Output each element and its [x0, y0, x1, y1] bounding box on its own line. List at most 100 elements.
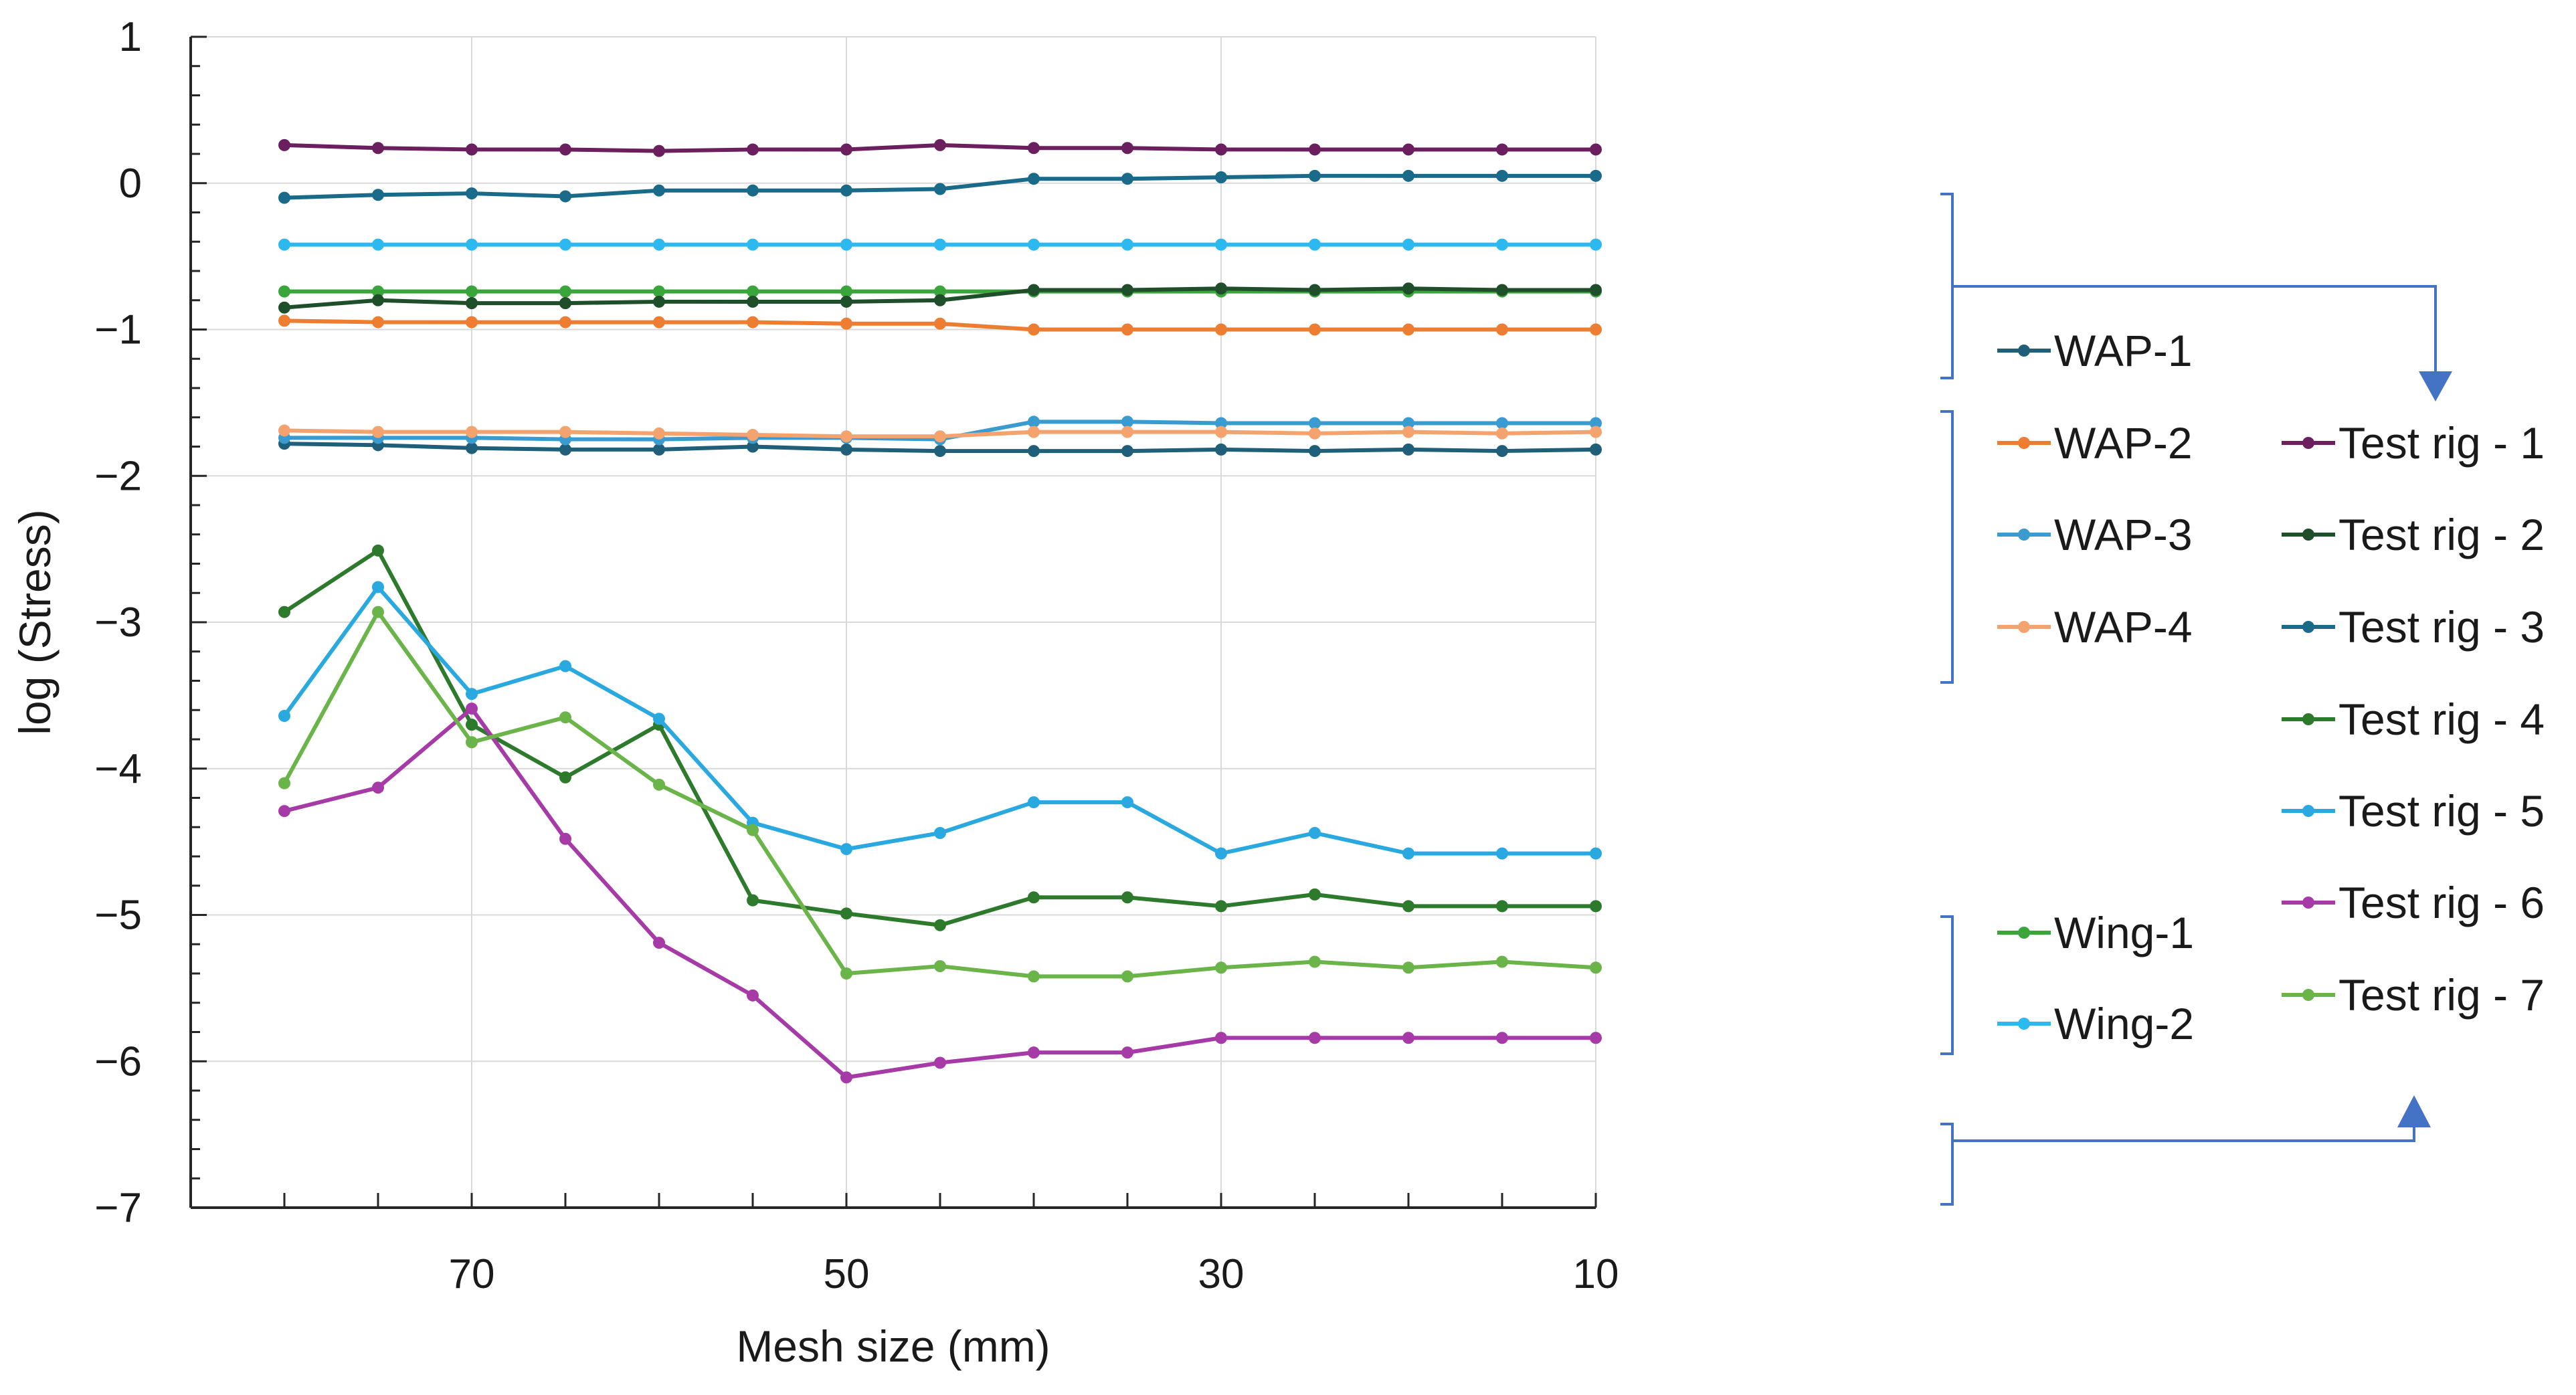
y-tick-label: −5	[94, 893, 142, 939]
series-test-rig-3	[278, 169, 1602, 204]
data-point	[1402, 900, 1414, 913]
y-tick-label: −1	[94, 307, 142, 353]
data-point	[840, 843, 852, 856]
data-point	[747, 238, 759, 251]
data-point	[466, 719, 478, 731]
connector-arrow-top	[1952, 285, 2437, 375]
data-point	[934, 919, 946, 931]
data-point	[278, 301, 290, 314]
data-point	[1309, 888, 1321, 901]
legend-bracket-test-rig-top	[1940, 915, 1954, 1055]
series-test-rig-6	[278, 703, 1602, 1084]
data-point	[372, 142, 384, 155]
data-point	[1309, 143, 1321, 156]
legend-item-wap-2: WAP-2	[1997, 418, 2193, 468]
legend-label: WAP-3	[2054, 510, 2193, 559]
series-layer	[278, 138, 1602, 1084]
data-point	[466, 442, 478, 454]
data-point	[653, 145, 665, 157]
data-point	[1402, 323, 1414, 336]
data-point	[1121, 445, 1133, 458]
data-point	[1121, 426, 1133, 438]
series-test-rig-5	[278, 581, 1602, 860]
data-point	[1309, 284, 1321, 296]
data-point	[466, 187, 478, 200]
data-point	[934, 294, 946, 306]
data-point	[653, 285, 665, 298]
data-point	[1215, 847, 1227, 860]
data-point	[1028, 323, 1040, 336]
x-axis-title: Mesh size (mm)	[736, 1321, 1050, 1371]
data-point	[840, 967, 852, 980]
x-tick-label: 70	[449, 1251, 495, 1297]
data-point	[1590, 169, 1602, 182]
data-point	[1496, 445, 1508, 458]
data-point	[278, 777, 290, 789]
data-point	[934, 138, 946, 151]
data-point	[1028, 796, 1040, 809]
data-point	[840, 295, 852, 308]
data-point	[372, 189, 384, 201]
data-point	[1590, 900, 1602, 913]
data-point	[653, 443, 665, 456]
legend-swatch-marker	[2018, 437, 2030, 449]
series-line-test-rig-6	[284, 707, 1596, 1080]
data-point	[372, 544, 384, 557]
data-point	[653, 427, 665, 440]
data-point	[1215, 417, 1227, 430]
data-point	[1215, 143, 1227, 156]
data-point	[1590, 961, 1602, 974]
data-point	[934, 827, 946, 839]
data-point	[1215, 238, 1227, 251]
data-point	[1496, 143, 1508, 156]
legend-swatch-marker	[2302, 805, 2314, 817]
data-point	[1590, 847, 1602, 860]
data-point	[559, 238, 571, 251]
data-point	[1402, 143, 1414, 156]
data-point	[747, 285, 759, 298]
minor-ticks	[191, 35, 1597, 1209]
legend-item-wap-3: WAP-3	[1997, 510, 2193, 559]
series-test-rig-2	[278, 282, 1602, 314]
data-point	[1402, 282, 1414, 295]
data-point	[1590, 1032, 1602, 1044]
legend-item-test-rig-4: Test rig - 4	[2282, 694, 2545, 744]
data-point	[1309, 238, 1321, 251]
data-point	[278, 606, 290, 618]
x-tick-label: 30	[1198, 1251, 1245, 1297]
data-point	[1121, 796, 1133, 809]
data-point	[1496, 417, 1508, 430]
legend-item-wing-1: Wing-1	[1997, 908, 2194, 957]
data-point	[1121, 891, 1133, 904]
data-point	[1402, 238, 1414, 251]
data-point	[1590, 443, 1602, 456]
data-point	[934, 317, 946, 330]
data-point	[278, 424, 290, 437]
data-point	[559, 297, 571, 310]
data-point	[1309, 417, 1321, 430]
x-tick-label: 50	[824, 1251, 870, 1297]
data-point	[840, 285, 852, 298]
data-point	[840, 443, 852, 456]
data-point	[1590, 143, 1602, 156]
data-point	[840, 907, 852, 920]
legend-item-test-rig-1: Test rig - 1	[2282, 418, 2545, 468]
data-point	[1121, 1046, 1133, 1059]
y-tick-label: −4	[94, 746, 142, 792]
legend-label: Test rig - 7	[2338, 970, 2545, 1020]
y-tick-label: 1	[119, 14, 142, 60]
plot-area	[189, 35, 1602, 1209]
data-point	[1121, 173, 1133, 185]
data-point	[372, 606, 384, 618]
data-point	[1309, 827, 1321, 839]
data-point	[559, 771, 571, 783]
data-point	[1496, 900, 1508, 913]
data-point	[1121, 284, 1133, 296]
data-point	[747, 894, 759, 907]
data-point	[1496, 955, 1508, 968]
data-point	[466, 426, 478, 438]
data-point	[372, 238, 384, 251]
series-wing-2	[278, 238, 1602, 251]
data-point	[747, 316, 759, 329]
data-point	[1028, 426, 1040, 438]
